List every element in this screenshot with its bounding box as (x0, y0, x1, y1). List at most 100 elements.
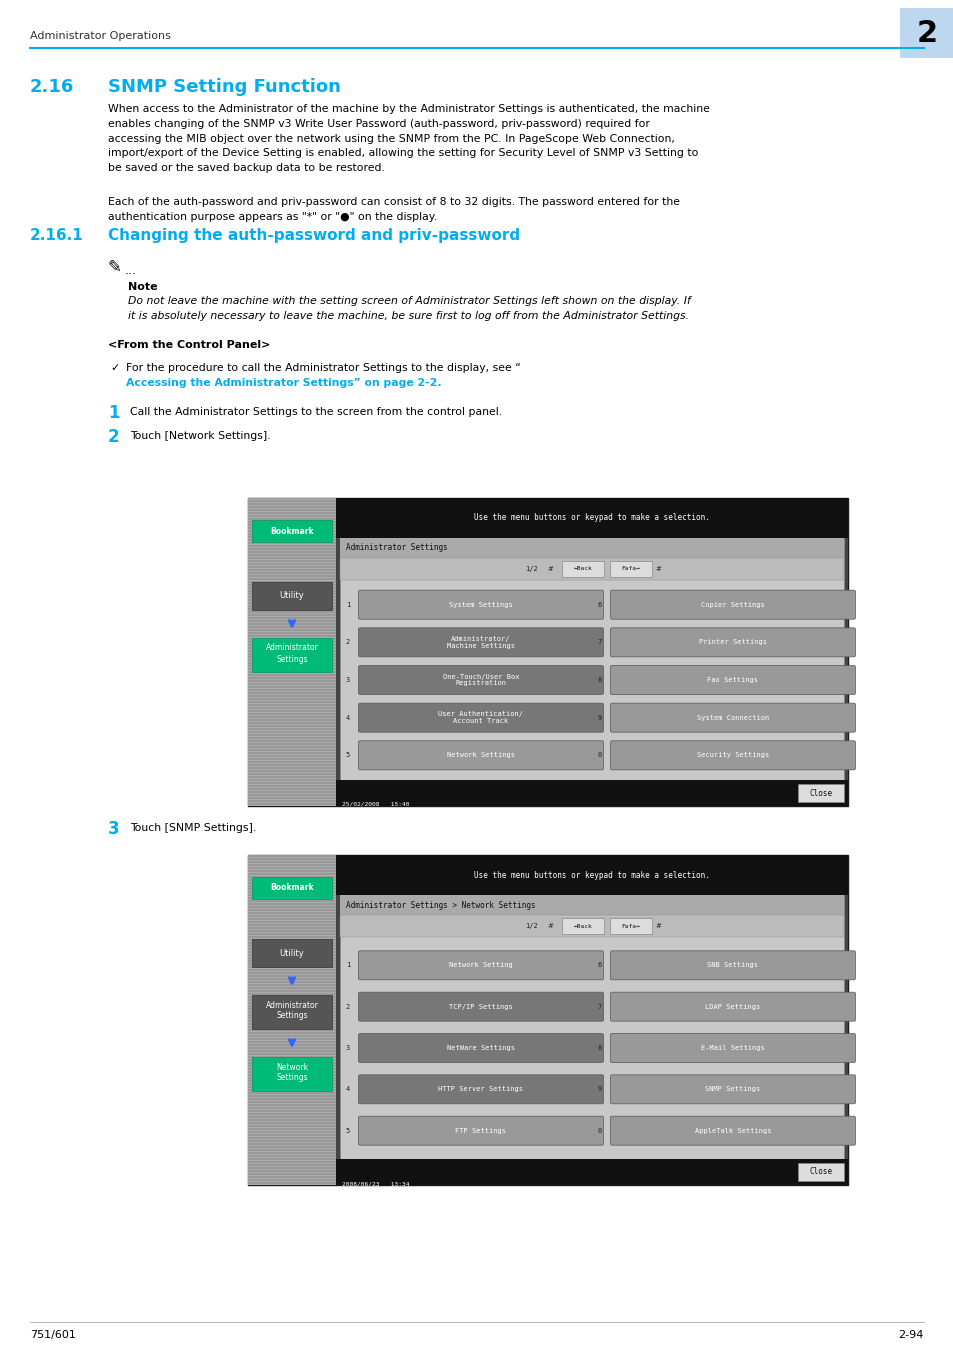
Text: 2008/06/23   13:34
Memory      90%: 2008/06/23 13:34 Memory 90% (341, 1181, 409, 1192)
Text: SNB Settings: SNB Settings (707, 963, 758, 968)
Bar (339, 558, 843, 580)
Text: User Authentication/
Account Track: User Authentication/ Account Track (438, 711, 523, 724)
Bar (797, 784, 843, 802)
Text: 5: 5 (346, 752, 350, 759)
Text: FTP Settings: FTP Settings (455, 1127, 506, 1134)
Bar (335, 780, 847, 806)
Text: Security Settings: Security Settings (696, 752, 768, 759)
Text: 4: 4 (346, 1087, 350, 1092)
Text: 2: 2 (916, 19, 937, 47)
Text: Bookmark: Bookmark (270, 883, 314, 892)
Text: Administrator: Administrator (265, 644, 318, 652)
Bar (339, 895, 843, 1160)
Text: Do not leave the machine with the setting screen of Administrator Settings left : Do not leave the machine with the settin… (128, 296, 690, 321)
Bar (339, 915, 843, 937)
FancyBboxPatch shape (610, 1116, 855, 1145)
Text: Administrator Settings: Administrator Settings (346, 544, 447, 552)
FancyBboxPatch shape (358, 741, 603, 770)
Bar (899, 8, 953, 58)
Text: 8: 8 (598, 676, 601, 683)
Text: #: # (546, 923, 553, 929)
Text: Administrator/
Machine Settings: Administrator/ Machine Settings (447, 636, 515, 649)
Text: Use the menu buttons or keypad to make a selection.: Use the menu buttons or keypad to make a… (474, 513, 709, 522)
Text: 5: 5 (346, 1127, 350, 1134)
Text: 2.16.1: 2.16.1 (30, 228, 84, 243)
Text: Touch [Network Settings].: Touch [Network Settings]. (130, 431, 271, 441)
Text: 25/02/2008   15:40
Memory      100%: 25/02/2008 15:40 Memory 100% (341, 802, 409, 814)
Text: Call the Administrator Settings to the screen from the control panel.: Call the Administrator Settings to the s… (130, 406, 501, 417)
Text: Copier Settings: Copier Settings (700, 602, 764, 608)
Text: 0: 0 (598, 1127, 601, 1134)
Text: 2.16: 2.16 (30, 78, 74, 96)
Bar (252, 582, 332, 610)
Bar (252, 520, 332, 541)
Text: 2: 2 (346, 1003, 350, 1010)
FancyBboxPatch shape (358, 1034, 603, 1062)
Text: Fafa→: Fafa→ (621, 567, 639, 571)
Bar (248, 498, 335, 806)
Text: 8: 8 (598, 1045, 601, 1052)
Text: SNMP Setting Function: SNMP Setting Function (108, 78, 340, 96)
Text: Settings: Settings (276, 655, 308, 663)
FancyBboxPatch shape (610, 666, 855, 694)
Text: 7: 7 (598, 640, 601, 645)
Text: #: # (546, 566, 553, 572)
Text: TCP/IP Settings: TCP/IP Settings (449, 1003, 513, 1010)
Text: For the procedure to call the Administrator Settings to the display, see “: For the procedure to call the Administra… (126, 363, 520, 373)
Text: 9: 9 (598, 714, 601, 721)
Text: ←Back: ←Back (573, 567, 592, 571)
FancyBboxPatch shape (610, 950, 855, 980)
Text: When access to the Administrator of the machine by the Administrator Settings is: When access to the Administrator of the … (108, 104, 709, 173)
Text: LDAP Settings: LDAP Settings (704, 1003, 760, 1010)
Bar (335, 498, 847, 539)
Text: 1: 1 (346, 602, 350, 608)
FancyBboxPatch shape (610, 628, 855, 657)
Text: Printer Settings: Printer Settings (699, 640, 766, 645)
Text: E-Mail Settings: E-Mail Settings (700, 1045, 764, 1052)
Text: 2: 2 (108, 428, 119, 446)
Text: Close: Close (808, 788, 832, 798)
Text: Network Settings: Network Settings (447, 752, 515, 759)
Text: Administrator Operations: Administrator Operations (30, 31, 171, 40)
FancyBboxPatch shape (358, 703, 603, 732)
Bar (252, 940, 332, 967)
Text: ...: ... (125, 265, 137, 277)
FancyBboxPatch shape (358, 992, 603, 1021)
FancyBboxPatch shape (610, 741, 855, 770)
Text: #: # (655, 566, 660, 572)
Text: SNMP Settings: SNMP Settings (704, 1087, 760, 1092)
Text: 2: 2 (346, 640, 350, 645)
Bar (252, 995, 332, 1029)
Text: Close: Close (808, 1168, 832, 1176)
Text: <From the Control Panel>: <From the Control Panel> (108, 340, 270, 350)
Text: Administrator Settings > Network Settings: Administrator Settings > Network Setting… (346, 900, 535, 910)
Text: 1: 1 (346, 963, 350, 968)
FancyBboxPatch shape (610, 992, 855, 1021)
Text: NetWare Settings: NetWare Settings (447, 1045, 515, 1052)
Bar (335, 1160, 847, 1185)
FancyBboxPatch shape (358, 1116, 603, 1145)
FancyBboxPatch shape (358, 1075, 603, 1104)
Text: Accessing the Administrator Settings” on page 2-2.: Accessing the Administrator Settings” on… (126, 378, 441, 387)
FancyBboxPatch shape (610, 590, 855, 620)
Text: 6: 6 (598, 602, 601, 608)
Text: 1/2: 1/2 (525, 566, 537, 572)
Text: AppleTalk Settings: AppleTalk Settings (694, 1127, 770, 1134)
Text: HTTP Server Settings: HTTP Server Settings (438, 1087, 523, 1092)
Text: Note: Note (128, 282, 157, 292)
Bar (797, 1162, 843, 1181)
Text: ✎: ✎ (108, 258, 122, 275)
Bar (335, 855, 847, 1185)
Bar (252, 1057, 332, 1091)
Bar (609, 918, 651, 934)
Text: 1/2: 1/2 (525, 923, 537, 929)
Text: Use the menu buttons or keypad to make a selection.: Use the menu buttons or keypad to make a… (474, 871, 709, 879)
Text: Fax Settings: Fax Settings (707, 676, 758, 683)
Text: Network Setting: Network Setting (449, 963, 513, 968)
Text: Network: Network (275, 1062, 308, 1072)
Text: Utility: Utility (279, 591, 304, 601)
Text: Utility: Utility (279, 949, 304, 957)
Text: Touch [SNMP Settings].: Touch [SNMP Settings]. (130, 824, 256, 833)
Text: 7: 7 (598, 1003, 601, 1010)
Text: Settings: Settings (276, 1011, 308, 1021)
